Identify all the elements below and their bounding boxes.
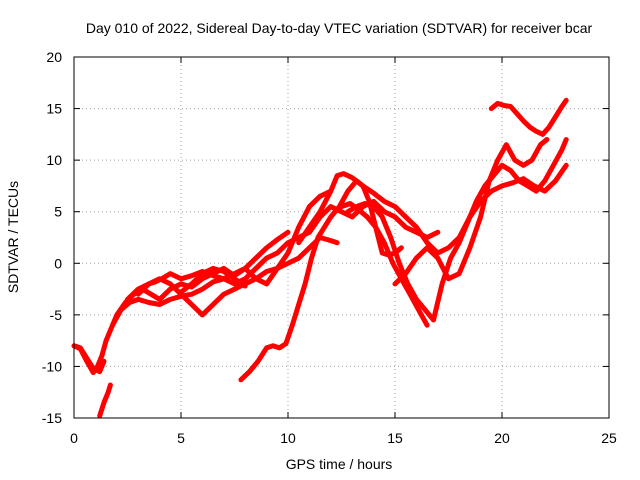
- y-tick-label: -10: [42, 358, 62, 374]
- series-track-l: [392, 137, 550, 287]
- series-track-c: [97, 382, 113, 419]
- chart-title: Day 010 of 2022, Sidereal Day-to-day VTE…: [86, 20, 593, 36]
- y-tick-label: -15: [42, 410, 62, 426]
- x-tick-label: 5: [177, 430, 185, 446]
- x-axis-label: GPS time / hours: [286, 456, 393, 472]
- x-tick-label: 0: [70, 430, 78, 446]
- x-tick-label: 25: [601, 430, 617, 446]
- y-tick-label: 5: [54, 204, 62, 220]
- y-tick-label: -5: [50, 307, 63, 323]
- data-series: [71, 97, 569, 419]
- x-tick-label: 20: [494, 430, 510, 446]
- y-tick-label: 0: [54, 255, 62, 271]
- plot-frame: [73, 56, 610, 419]
- series-track-g: [178, 265, 248, 295]
- y-tick-label: 20: [46, 49, 62, 65]
- x-tick-labels: 0 5 10 15 20 25: [70, 430, 617, 446]
- x-tick-label: 15: [387, 430, 403, 446]
- y-tick-labels: -15 -10 -5 0 5 10 15 20: [42, 49, 62, 426]
- x-tick-label: 10: [280, 430, 296, 446]
- series-track-f: [135, 198, 441, 297]
- series-track-m: [488, 97, 569, 137]
- series-track-k: [339, 201, 430, 328]
- y-tick-label: 10: [46, 152, 62, 168]
- y-tick-label: 15: [46, 101, 62, 117]
- series-track-b: [71, 343, 107, 375]
- series-track-j: [345, 137, 569, 323]
- axis-ticks: [73, 56, 610, 419]
- grid: [74, 57, 609, 418]
- y-axis-label: SDTVAR / TECUs: [5, 181, 21, 293]
